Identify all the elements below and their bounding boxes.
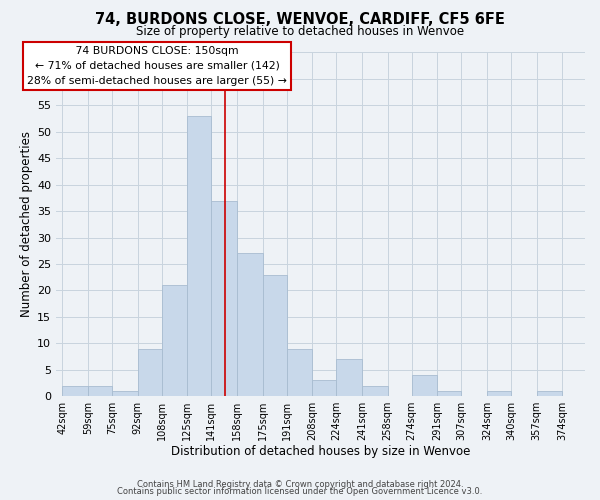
Bar <box>337 359 362 396</box>
Bar <box>537 391 562 396</box>
Bar <box>437 391 461 396</box>
Bar <box>187 116 211 396</box>
Bar <box>412 375 437 396</box>
Text: 74 BURDONS CLOSE: 150sqm   
← 71% of detached houses are smaller (142)
28% of se: 74 BURDONS CLOSE: 150sqm ← 71% of detach… <box>27 46 287 86</box>
Text: Size of property relative to detached houses in Wenvoe: Size of property relative to detached ho… <box>136 25 464 38</box>
Y-axis label: Number of detached properties: Number of detached properties <box>20 132 33 318</box>
Bar <box>287 348 313 396</box>
Bar <box>362 386 388 396</box>
X-axis label: Distribution of detached houses by size in Wenvoe: Distribution of detached houses by size … <box>171 444 470 458</box>
Bar <box>112 391 137 396</box>
Text: Contains public sector information licensed under the Open Government Licence v3: Contains public sector information licen… <box>118 487 482 496</box>
Bar <box>62 386 88 396</box>
Bar <box>161 285 187 396</box>
Text: Contains HM Land Registry data © Crown copyright and database right 2024.: Contains HM Land Registry data © Crown c… <box>137 480 463 489</box>
Bar <box>487 391 511 396</box>
Bar <box>237 254 263 396</box>
Bar <box>263 274 287 396</box>
Text: 74, BURDONS CLOSE, WENVOE, CARDIFF, CF5 6FE: 74, BURDONS CLOSE, WENVOE, CARDIFF, CF5 … <box>95 12 505 28</box>
Bar <box>88 386 112 396</box>
Bar <box>211 200 237 396</box>
Bar <box>137 348 161 396</box>
Bar <box>313 380 337 396</box>
